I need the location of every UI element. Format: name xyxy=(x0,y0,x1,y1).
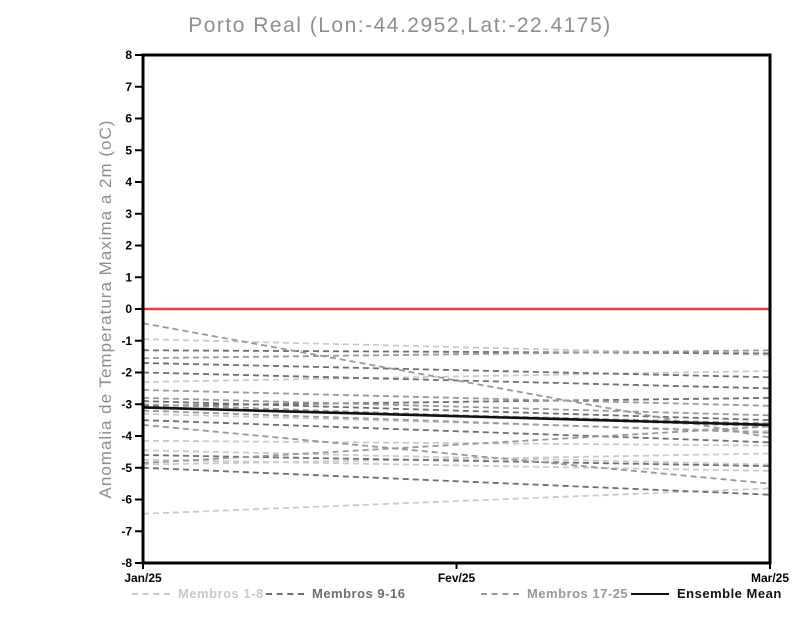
y-tick-label: -3 xyxy=(121,397,132,411)
legend-label: Membros 1-8 xyxy=(178,586,264,601)
legend-label: Membros 17-25 xyxy=(527,586,629,601)
y-tick-label: 4 xyxy=(125,175,132,189)
y-tick-label: -1 xyxy=(121,334,132,348)
member-line xyxy=(142,371,771,390)
member-line xyxy=(142,439,771,447)
dashed-line-swatch-icon xyxy=(481,592,519,595)
y-tick-label: 5 xyxy=(125,143,132,157)
member-line xyxy=(142,419,771,444)
y-tick-label: -4 xyxy=(121,429,132,443)
y-tick-label: -6 xyxy=(121,493,132,507)
member-line xyxy=(142,449,771,466)
member-line xyxy=(142,423,771,485)
legend-entry-ensemble-mean: Ensemble Mean xyxy=(631,586,782,601)
member-line xyxy=(142,389,771,407)
y-tick-label: 0 xyxy=(125,302,132,316)
y-tick-label: 3 xyxy=(125,207,132,221)
member-line xyxy=(142,409,771,434)
solid-line-swatch-icon xyxy=(631,592,669,595)
y-tick-label: 8 xyxy=(125,48,132,62)
chart-title: Porto Real (Lon:-44.2952,Lat:-22.4175) xyxy=(188,14,612,37)
ensemble-mean-line xyxy=(142,406,771,427)
member-line xyxy=(142,397,771,417)
legend-entry-membros-17-25: Membros 17-25 xyxy=(481,586,628,601)
y-tick-label: 6 xyxy=(125,112,132,126)
member-line xyxy=(142,458,771,472)
y-tick-label: -8 xyxy=(121,556,132,570)
dashed-line-swatch-icon xyxy=(266,592,304,595)
member-line xyxy=(142,322,771,439)
y-tick-label: 1 xyxy=(125,270,132,284)
member-line xyxy=(142,487,771,515)
member-line xyxy=(142,349,771,360)
y-tick-label: -2 xyxy=(121,366,132,380)
member-line xyxy=(142,397,771,407)
y-tick-label: 7 xyxy=(125,80,132,94)
x-tick-label: Jan/25 xyxy=(124,571,162,585)
legend-label: Ensemble Mean xyxy=(677,586,782,601)
member-line xyxy=(142,425,771,464)
member-line xyxy=(142,452,771,466)
legend-entry-membros-9-16: Membros 9-16 xyxy=(266,586,405,601)
y-tick-label: 2 xyxy=(125,239,132,253)
legend-entry-membros-1-8: Membros 1-8 xyxy=(132,586,264,601)
x-tick-label: Fev/25 xyxy=(438,571,476,585)
member-line xyxy=(142,349,771,355)
dashed-line-swatch-icon xyxy=(132,592,170,595)
member-line xyxy=(142,362,771,379)
y-tick-label: -5 xyxy=(121,461,132,475)
chart-legend: Membros 1-8 Membros 9-16 Membros 17-25 E… xyxy=(0,586,800,608)
x-tick-label: Mar/25 xyxy=(751,571,789,585)
member-line xyxy=(142,370,771,383)
legend-label: Membros 9-16 xyxy=(312,586,406,601)
member-line xyxy=(142,466,771,496)
y-tick-label: -7 xyxy=(121,524,132,538)
